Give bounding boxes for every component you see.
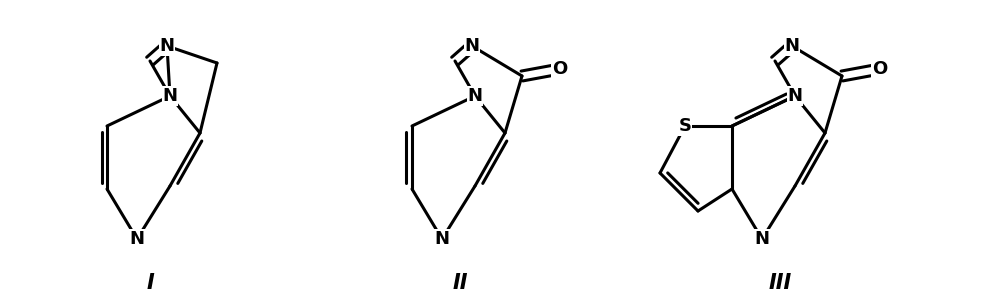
- Text: I: I: [146, 273, 154, 293]
- Text: II: II: [452, 273, 468, 293]
- Text: N: N: [464, 37, 480, 55]
- Text: N: N: [755, 230, 770, 248]
- Text: N: N: [468, 87, 482, 105]
- Text: N: N: [788, 87, 802, 105]
- Text: O: O: [552, 60, 568, 78]
- Text: N: N: [160, 37, 175, 55]
- Text: N: N: [162, 87, 178, 105]
- Text: III: III: [768, 273, 792, 293]
- Text: O: O: [872, 60, 888, 78]
- Text: S: S: [678, 117, 692, 135]
- Text: N: N: [784, 37, 800, 55]
- Text: N: N: [130, 230, 144, 248]
- Text: N: N: [434, 230, 450, 248]
